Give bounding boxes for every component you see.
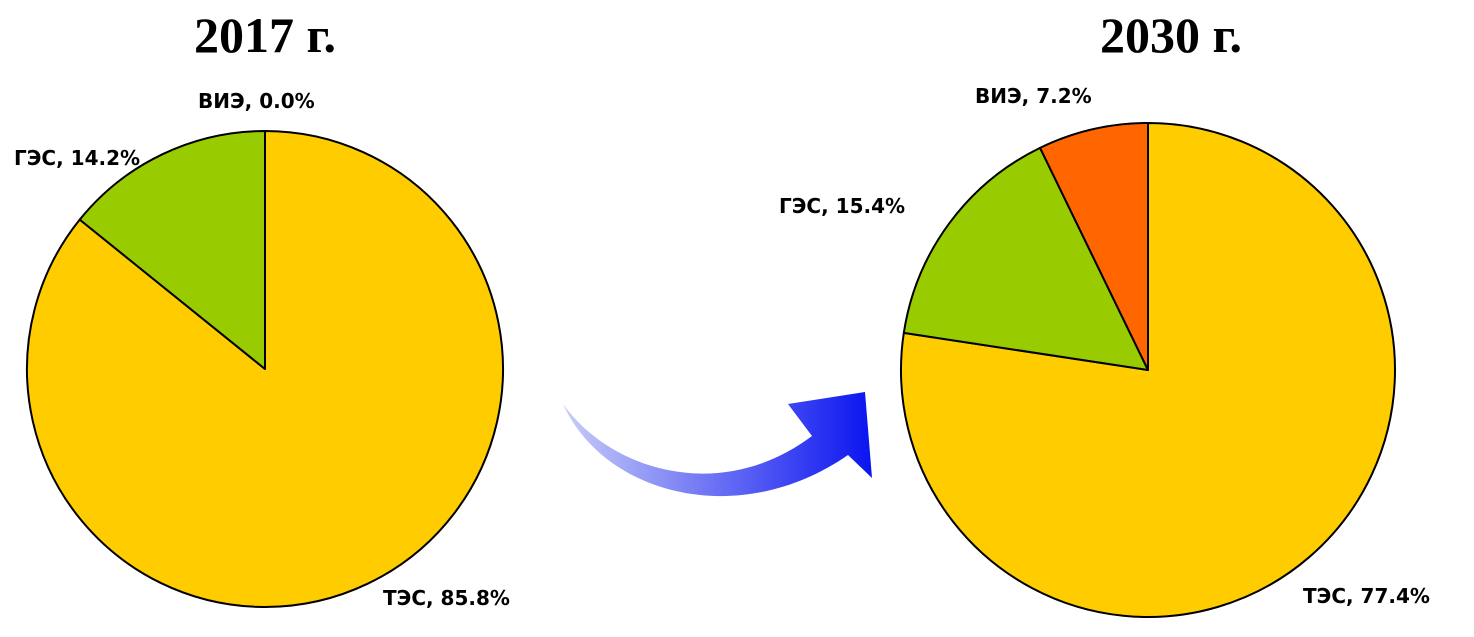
slice-label-vie-2030: ВИЭ, 7.2%: [975, 84, 1092, 108]
slice-label-vie-2017: ВИЭ, 0.0%: [198, 89, 315, 113]
chart-title-2017: 2017 г.: [194, 7, 336, 63]
pie-chart-2030: 2030 г. ТЭС, 77.4% ГЭС, 15.4% ВИЭ, 7.2%: [779, 7, 1430, 618]
slice-label-ges-2030: ГЭС, 15.4%: [779, 194, 905, 218]
pie-slices-2030: [900, 122, 1396, 618]
pie-slice-vie-2030: [1039, 122, 1149, 371]
slice-label-tes-2030: ТЭС, 77.4%: [1303, 584, 1430, 608]
curved-arrow-right-icon: [563, 392, 872, 497]
pie-slice-ges-2017: [78, 130, 266, 370]
slice-label-tes-2017: ТЭС, 85.8%: [383, 586, 510, 610]
pie-chart-2017: 2017 г. ТЭС, 85.8% ГЭС, 14.2% ВИЭ, 0.0%: [14, 7, 510, 610]
pie-slice-tes-2030: [900, 122, 1396, 618]
pie-slice-ges-2030: [902, 146, 1149, 371]
slice-label-ges-2017: ГЭС, 14.2%: [14, 146, 140, 170]
chart-title-2030: 2030 г.: [1100, 7, 1242, 63]
pie-slices-2017: [26, 130, 504, 608]
